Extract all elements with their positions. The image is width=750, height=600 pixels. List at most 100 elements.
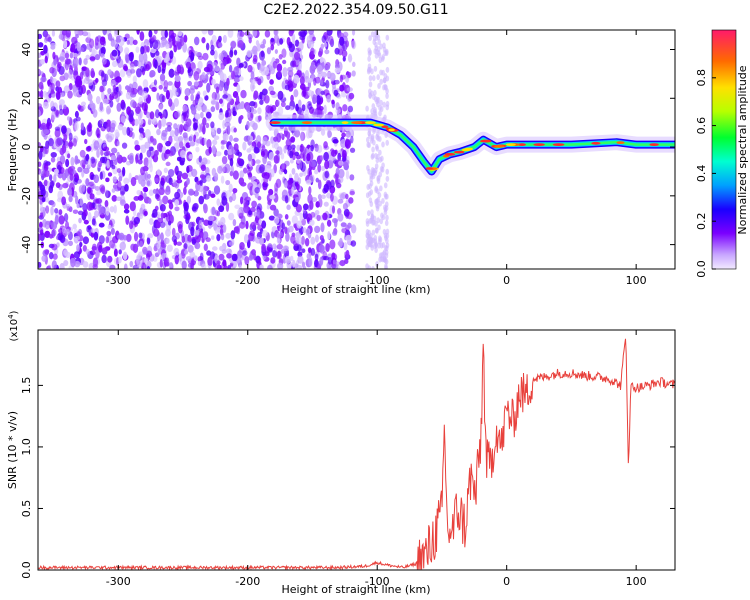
noise-mark	[238, 62, 244, 68]
noise-mark	[316, 65, 323, 75]
noise-mark	[385, 214, 389, 221]
noise-mark	[327, 231, 331, 240]
noise-mark	[352, 61, 356, 67]
colorbar-tick-label: 0.4	[695, 165, 708, 183]
noise-mark	[203, 243, 208, 252]
noise-mark	[40, 122, 47, 130]
noise-mark	[168, 37, 172, 43]
noise-mark	[136, 30, 140, 35]
noise-mark	[254, 186, 260, 194]
noise-mark	[126, 106, 132, 115]
noise-mark	[123, 263, 128, 269]
noise-mark	[384, 263, 388, 269]
noise-mark	[95, 198, 103, 204]
spectrogram-ytick-label: 20	[20, 91, 33, 105]
noise-mark	[169, 50, 174, 60]
noise-mark	[50, 82, 55, 92]
noise-mark	[190, 85, 196, 91]
noise-mark	[129, 68, 136, 74]
noise-mark	[61, 30, 68, 36]
noise-mark	[316, 94, 321, 105]
noise-mark	[311, 196, 318, 203]
noise-mark	[114, 70, 120, 81]
noise-mark	[51, 111, 56, 121]
noise-mark	[155, 50, 160, 56]
noise-mark	[38, 119, 42, 129]
noise-mark	[374, 152, 378, 159]
noise-mark	[222, 224, 227, 233]
noise-mark	[165, 175, 172, 184]
noise-mark	[47, 264, 52, 269]
noise-mark	[347, 105, 354, 113]
noise-mark	[228, 64, 233, 73]
noise-mark	[374, 167, 378, 174]
noise-mark	[341, 227, 348, 234]
noise-mark	[243, 233, 249, 244]
noise-mark	[76, 231, 81, 236]
signal-hotspot	[479, 139, 492, 143]
noise-mark	[379, 69, 383, 76]
noise-mark	[191, 238, 197, 246]
noise-mark	[301, 248, 306, 254]
snr-xtick-label: 100	[626, 575, 647, 588]
noise-mark	[136, 253, 141, 260]
noise-mark	[52, 51, 56, 60]
noise-mark	[270, 136, 275, 144]
noise-mark	[321, 71, 327, 78]
noise-mark	[291, 215, 298, 225]
noise-mark	[276, 63, 283, 72]
noise-mark	[221, 249, 227, 254]
noise-mark	[126, 126, 131, 136]
noise-mark	[72, 87, 79, 97]
noise-mark	[197, 60, 203, 70]
noise-mark	[125, 215, 130, 226]
signal-hotspot	[505, 143, 516, 147]
noise-mark	[385, 193, 389, 200]
noise-mark	[282, 245, 289, 252]
spectrogram-xtick-label: 0	[503, 274, 510, 287]
noise-mark	[300, 146, 307, 156]
noise-mark	[129, 155, 134, 165]
noise-mark	[167, 168, 175, 178]
snr-line	[38, 338, 675, 570]
noise-mark	[139, 144, 146, 150]
noise-mark	[378, 104, 382, 111]
noise-mark	[376, 217, 381, 224]
noise-mark	[236, 225, 241, 235]
noise-mark	[193, 71, 200, 81]
noise-mark	[341, 132, 346, 138]
noise-mark	[76, 41, 81, 52]
noise-mark	[242, 167, 248, 174]
noise-mark	[298, 41, 304, 51]
noise-mark	[339, 74, 344, 83]
noise-mark	[320, 194, 326, 200]
noise-mark	[216, 127, 222, 135]
noise-mark	[284, 226, 288, 235]
noise-mark	[249, 230, 255, 237]
noise-mark	[282, 59, 287, 65]
noise-mark	[44, 169, 50, 178]
noise-mark	[296, 264, 303, 269]
noise-mark	[215, 86, 220, 94]
noise-mark	[373, 243, 377, 250]
noise-mark	[174, 75, 181, 83]
noise-mark	[38, 181, 43, 187]
noise-mark	[125, 233, 132, 243]
noise-mark	[299, 172, 303, 178]
noise-mark	[192, 99, 197, 107]
noise-mark	[307, 103, 313, 110]
signal-hotspot	[351, 121, 363, 125]
noise-mark	[261, 229, 268, 237]
noise-mark	[347, 56, 353, 62]
noise-mark	[222, 119, 226, 129]
noise-mark	[67, 153, 71, 159]
noise-mark	[232, 187, 238, 194]
noise-mark	[222, 133, 229, 141]
noise-mark	[245, 105, 251, 113]
noise-mark	[269, 194, 276, 200]
noise-mark	[314, 234, 319, 243]
noise-mark	[323, 141, 328, 149]
noise-mark	[134, 144, 141, 151]
noise-mark	[107, 255, 113, 263]
noise-mark	[101, 247, 108, 255]
